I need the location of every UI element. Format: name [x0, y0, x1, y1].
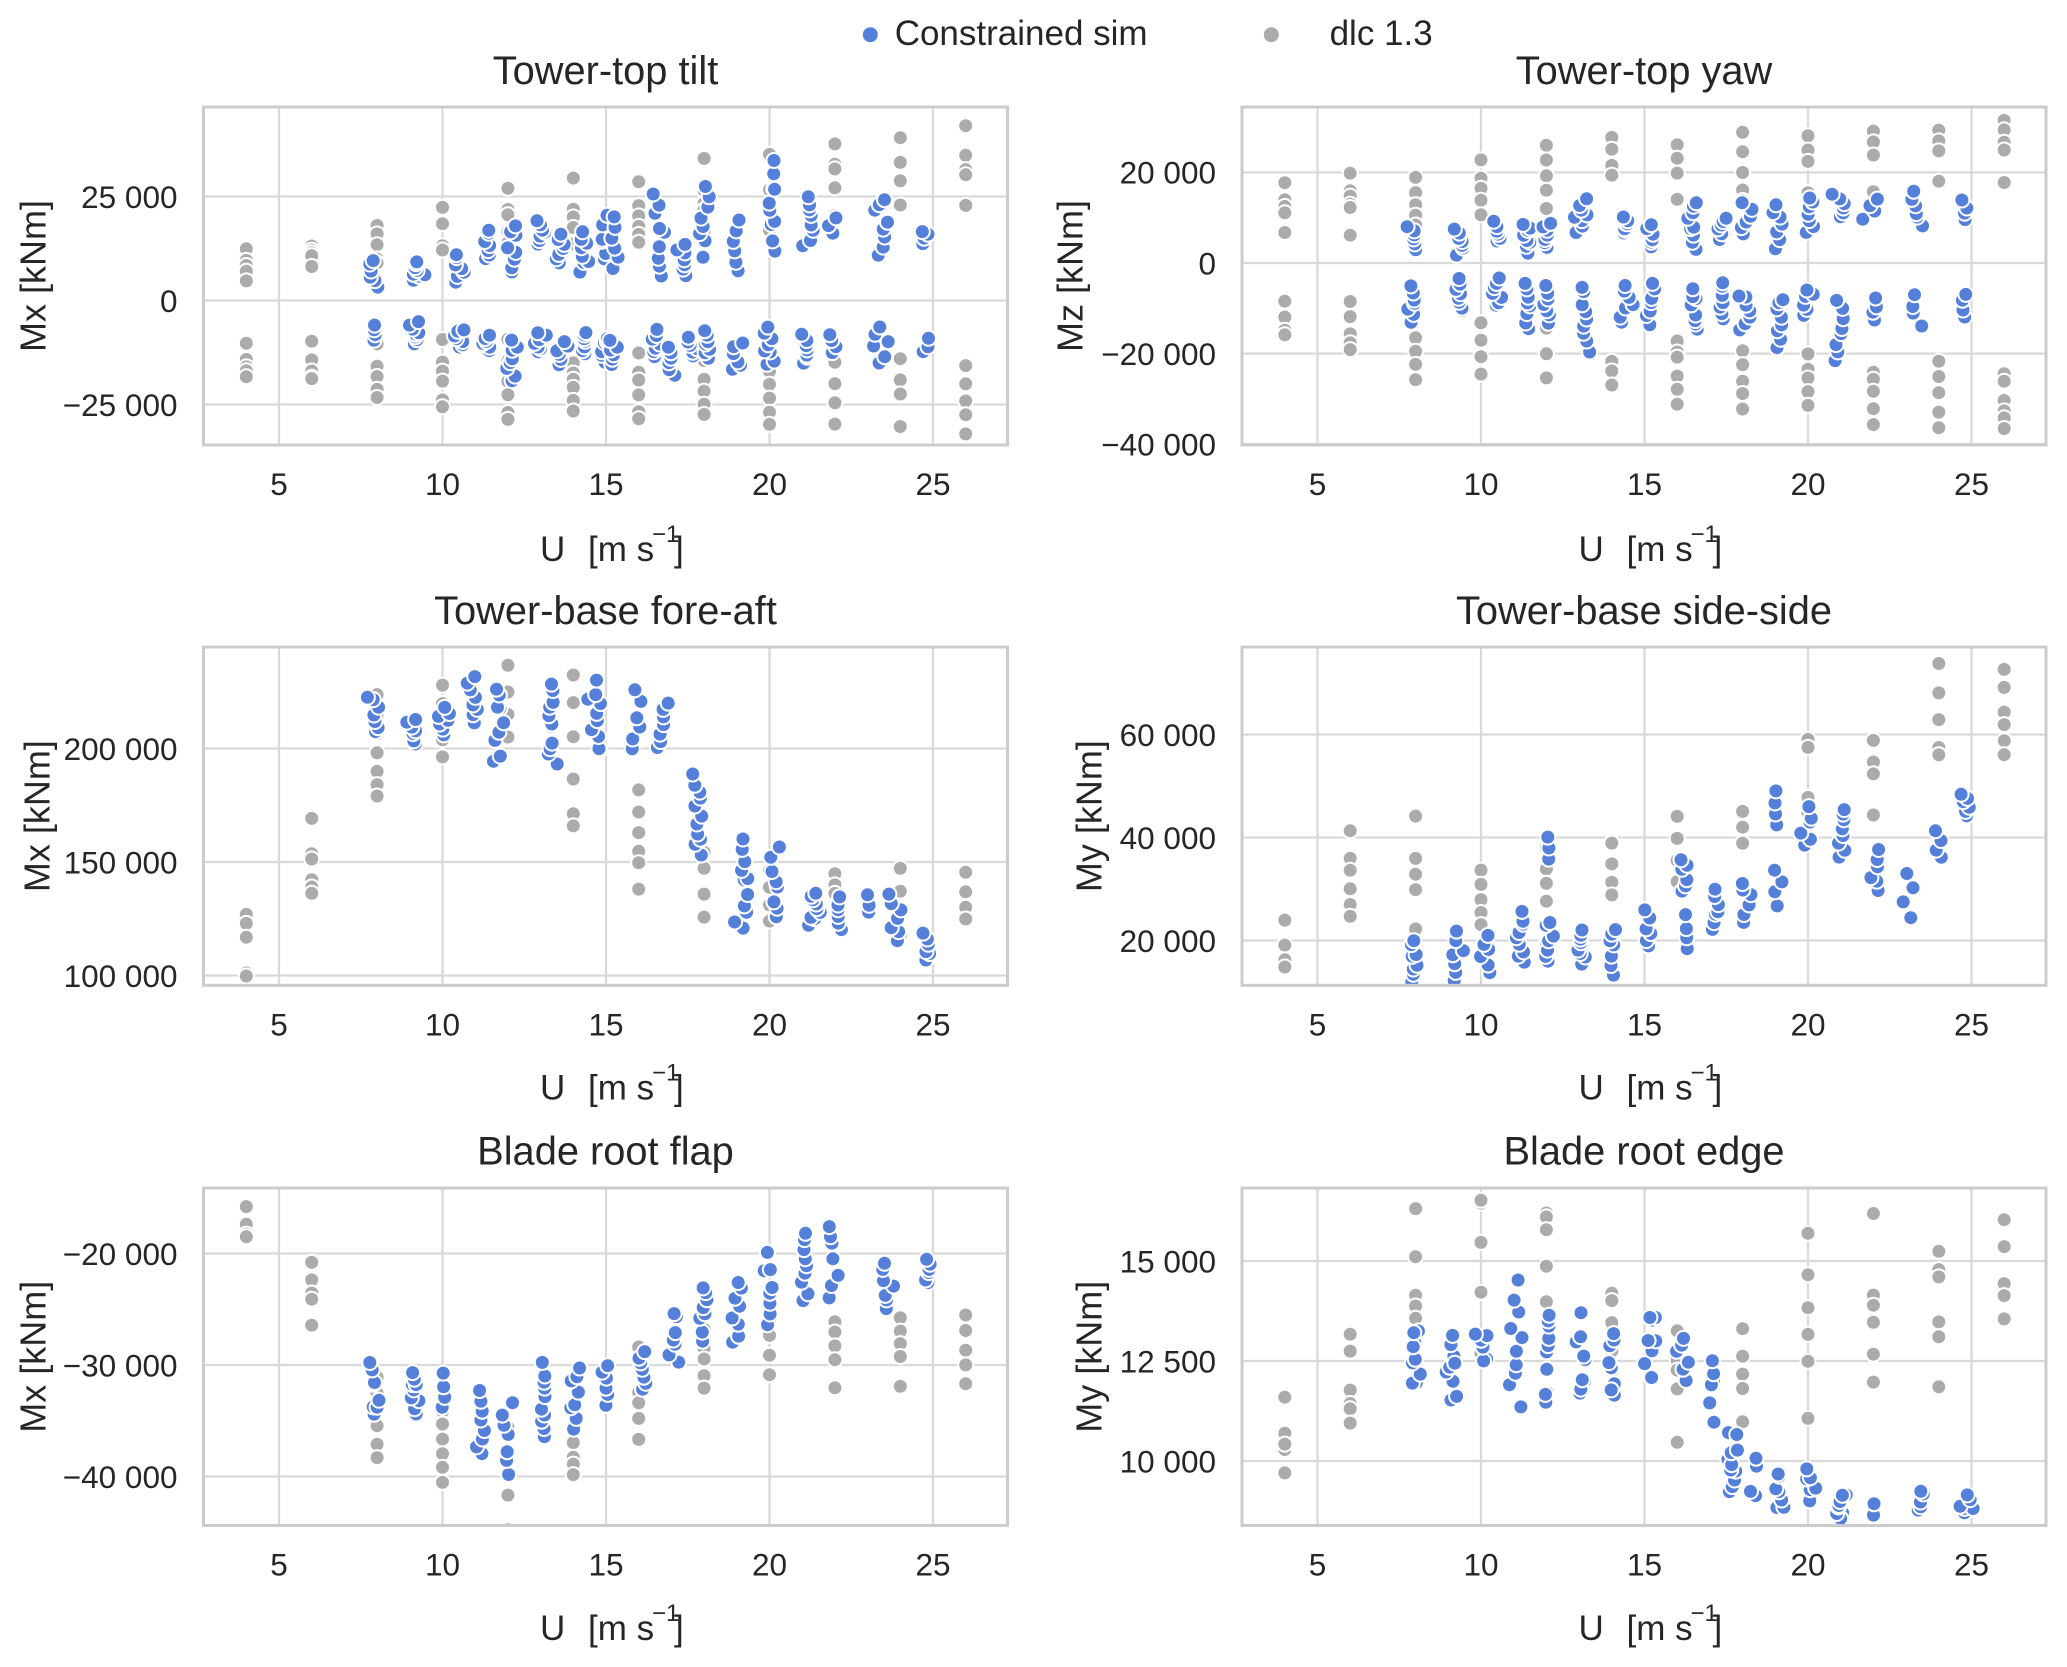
svg-text:Blade root edge: Blade root edge	[1503, 1130, 1784, 1174]
svg-text:25: 25	[1954, 1006, 1989, 1042]
svg-text:20: 20	[752, 466, 787, 502]
svg-text:100 000: 100 000	[64, 958, 178, 994]
svg-text:15: 15	[1627, 1547, 1662, 1583]
svg-text:U[m s−1]: U [m s−1]	[1579, 1059, 1723, 1107]
svg-text:15 000: 15 000	[1120, 1243, 1216, 1279]
svg-text:−20 000: −20 000	[63, 1236, 178, 1272]
svg-text:Mx [kNm]: Mx [kNm]	[17, 740, 58, 892]
svg-text:−20 000: −20 000	[1101, 336, 1216, 372]
svg-text:25: 25	[915, 466, 950, 502]
svg-text:20: 20	[1790, 1006, 1825, 1042]
svg-text:Constrained sim: Constrained sim	[895, 14, 1148, 53]
svg-text:15: 15	[588, 466, 623, 502]
svg-text:20: 20	[752, 1547, 787, 1583]
svg-text:10: 10	[425, 1006, 460, 1042]
svg-text:12 500: 12 500	[1120, 1343, 1216, 1379]
svg-text:20 000: 20 000	[1120, 155, 1216, 191]
svg-text:15: 15	[588, 1006, 623, 1042]
svg-text:25: 25	[915, 1006, 950, 1042]
svg-text:−30 000: −30 000	[63, 1347, 178, 1383]
svg-text:U[m s−1]: U [m s−1]	[1579, 1600, 1723, 1648]
svg-text:U[m s−1]: U [m s−1]	[540, 1059, 684, 1107]
svg-text:10: 10	[1463, 1006, 1498, 1042]
svg-text:40 000: 40 000	[1120, 820, 1216, 856]
svg-text:10: 10	[425, 1547, 460, 1583]
svg-text:25 000: 25 000	[81, 179, 177, 215]
svg-text:10: 10	[1463, 1547, 1498, 1583]
svg-text:Mx [kNm]: Mx [kNm]	[13, 200, 54, 352]
svg-text:5: 5	[270, 1006, 288, 1042]
svg-text:Mx [kNm]: Mx [kNm]	[13, 1281, 54, 1433]
svg-text:−25 000: −25 000	[63, 387, 178, 423]
svg-text:Blade root flap: Blade root flap	[477, 1130, 734, 1174]
svg-text:10 000: 10 000	[1120, 1443, 1216, 1479]
svg-text:Tower-top tilt: Tower-top tilt	[493, 49, 719, 93]
svg-text:20 000: 20 000	[1120, 923, 1216, 959]
svg-text:20: 20	[752, 1006, 787, 1042]
svg-text:My [kNm]: My [kNm]	[1069, 1281, 1110, 1433]
svg-text:15: 15	[1627, 466, 1662, 502]
svg-text:0: 0	[1198, 245, 1216, 281]
svg-text:5: 5	[270, 466, 288, 502]
svg-text:25: 25	[915, 1547, 950, 1583]
svg-text:60 000: 60 000	[1120, 717, 1216, 753]
svg-text:dlc 1.3: dlc 1.3	[1330, 14, 1433, 53]
svg-text:10: 10	[425, 466, 460, 502]
svg-text:Tower-base fore-aft: Tower-base fore-aft	[434, 589, 777, 633]
svg-text:5: 5	[1309, 466, 1327, 502]
svg-text:15: 15	[588, 1547, 623, 1583]
svg-text:Tower-top yaw: Tower-top yaw	[1516, 49, 1773, 93]
svg-text:U[m s−1]: U [m s−1]	[540, 1600, 684, 1648]
svg-text:5: 5	[1309, 1006, 1327, 1042]
svg-text:15: 15	[1627, 1006, 1662, 1042]
svg-text:150 000: 150 000	[64, 844, 178, 880]
svg-text:U[m s−1]: U [m s−1]	[1579, 521, 1723, 569]
svg-text:−40 000: −40 000	[1101, 427, 1216, 463]
svg-text:0: 0	[160, 283, 178, 319]
svg-text:U[m s−1]: U [m s−1]	[540, 521, 684, 569]
svg-text:5: 5	[270, 1547, 288, 1583]
svg-text:My [kNm]: My [kNm]	[1069, 740, 1110, 892]
svg-text:Tower-base side-side: Tower-base side-side	[1456, 589, 1832, 633]
svg-text:200 000: 200 000	[64, 731, 178, 767]
svg-text:−40 000: −40 000	[63, 1459, 178, 1495]
svg-text:Mz [kNm]: Mz [kNm]	[1050, 200, 1091, 352]
svg-text:20: 20	[1790, 1547, 1825, 1583]
svg-text:20: 20	[1790, 466, 1825, 502]
svg-text:10: 10	[1463, 466, 1498, 502]
svg-text:5: 5	[1309, 1547, 1327, 1583]
svg-text:25: 25	[1954, 1547, 1989, 1583]
svg-text:25: 25	[1954, 466, 1989, 502]
